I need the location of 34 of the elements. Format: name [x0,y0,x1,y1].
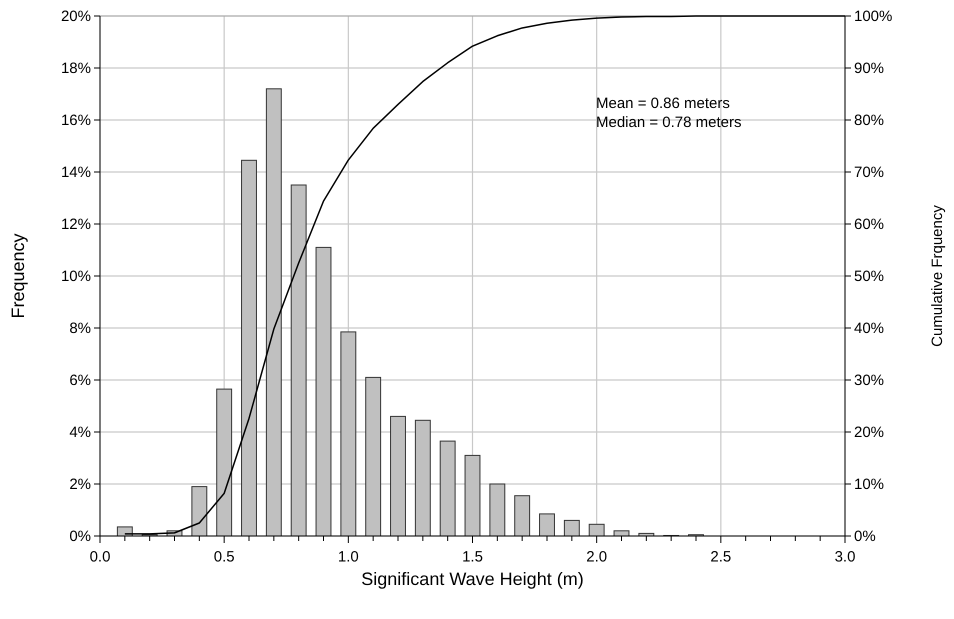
y2-tick-label: 30% [854,372,884,389]
y2-tick-label: 90% [854,60,884,77]
y-tick-label: 8% [69,320,91,337]
y-tick-label: 20% [60,8,91,25]
x-tick-label: 1.0 [338,548,359,566]
y2-tick-label: 80% [854,112,884,129]
y-tick-label: 4% [69,424,91,441]
y2-tick-label: 10% [854,476,884,493]
annotation: Mean = 0.86 meters [596,95,730,112]
x-tick-label: 2.0 [586,548,608,566]
y-tick-label: 6% [69,372,91,389]
x-tick-label: 0.5 [214,548,235,566]
y-tick-label: 18% [60,60,91,77]
x-tick-label: 1.5 [462,548,483,566]
y-axis-title: Frequency [8,233,28,319]
y2-tick-label: 20% [854,424,884,441]
x-tick-label: 3.0 [834,548,856,566]
x-tick-label: 2.5 [710,548,732,566]
y2-tick-label: 60% [854,216,884,233]
y2-tick-label: 100% [854,8,892,25]
y2-tick-label: 50% [854,268,884,285]
x-axis-title: Significant Wave Height (m) [361,569,584,589]
y-tick-label: 14% [60,164,91,181]
y-tick-label: 0% [69,528,91,545]
y2-tick-label: 0% [854,528,876,545]
y2-tick-label: 70% [854,164,884,181]
y-tick-label: 10% [60,268,91,285]
y-tick-label: 12% [60,216,91,233]
y2-tick-label: 40% [854,320,884,337]
x-tick-label: 0.0 [90,548,110,566]
y2-axis-title: Cumulative Frquency [929,204,946,347]
annotation: Median = 0.78 meters [596,114,742,131]
y-tick-label: 2% [69,476,91,493]
y-tick-label: 16% [60,112,91,129]
